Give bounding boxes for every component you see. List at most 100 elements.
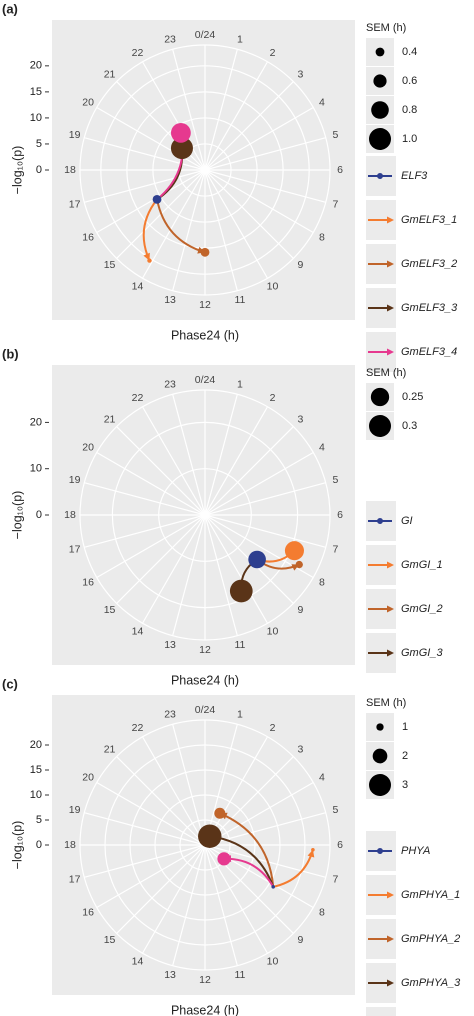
x-tick-label: 21	[104, 743, 116, 755]
data-point	[198, 824, 222, 848]
data-point	[147, 258, 152, 263]
legend-label: GmELF3_1	[401, 214, 457, 226]
x-tick-label: 13	[164, 969, 176, 981]
x-tick-label: 17	[69, 874, 81, 886]
x-tick-label: 3	[298, 68, 304, 80]
data-point	[214, 807, 226, 819]
size-legend-dot	[369, 128, 391, 150]
y-tick-label: 0	[36, 509, 42, 521]
x-tick-label: 18	[64, 164, 76, 176]
grid-spoke	[204, 844, 326, 878]
legend-arrow	[387, 304, 394, 312]
legend-label: GmGI_3	[401, 647, 443, 659]
size-legend-title: SEM (h)	[366, 697, 406, 709]
x-tick-label: 16	[82, 906, 94, 918]
legend-dot	[377, 173, 383, 179]
x-tick-label: 22	[132, 392, 144, 404]
legend-label: GmELF3_4	[401, 346, 457, 358]
y-tick-label: 5	[36, 138, 42, 150]
x-axis-title: Phase24 (h)	[171, 673, 239, 687]
legend-arrow	[387, 649, 394, 657]
x-tick-label: 1	[237, 378, 243, 390]
size-legend-label: 0.6	[402, 75, 417, 87]
grid-spoke	[96, 451, 206, 516]
grid-spoke	[204, 169, 314, 234]
grid-spoke	[204, 844, 238, 966]
data-point	[170, 137, 193, 160]
x-tick-label: 19	[69, 129, 81, 141]
grid-spoke	[116, 844, 206, 934]
legend-arrow	[387, 348, 394, 356]
size-legend-label: 0.4	[402, 46, 417, 58]
legend-label: ELF3	[401, 170, 428, 182]
grid-spoke	[84, 137, 206, 171]
x-tick-label: 9	[298, 604, 304, 616]
x-tick-label: 2	[270, 47, 276, 59]
size-legend-label: 2	[402, 750, 408, 762]
x-tick-label: 12	[199, 299, 211, 311]
x-tick-label: 20	[82, 771, 94, 783]
legend-label: GmPHYA_2	[401, 933, 460, 945]
grid-spoke	[96, 844, 206, 909]
size-legend-title: SEM (h)	[366, 367, 406, 379]
grid-spoke	[204, 169, 269, 279]
size-legend-label: 0.8	[402, 104, 417, 116]
y-tick-label: 10	[30, 463, 42, 475]
x-tick-label: 21	[104, 413, 116, 425]
size-legend-dot	[373, 74, 387, 88]
grid-spoke	[204, 137, 326, 171]
grid-spoke	[84, 482, 206, 516]
grid-spoke	[116, 426, 206, 516]
panel-label: (a)	[2, 1, 18, 16]
grid-spoke	[204, 81, 294, 171]
legend-key-bg	[366, 1007, 396, 1016]
grid-spoke	[96, 514, 206, 579]
x-tick-label: 7	[332, 874, 338, 886]
x-tick-label: 3	[298, 743, 304, 755]
x-tick-label: 11	[234, 639, 245, 651]
x-tick-label: 16	[82, 576, 94, 588]
grid-spoke	[141, 169, 206, 279]
size-legend-dot	[369, 774, 391, 796]
legend-label: GmGI_2	[401, 603, 443, 615]
x-tick-label: 18	[64, 839, 76, 851]
grid-spoke	[204, 844, 269, 954]
y-tick-label: 15	[30, 764, 42, 776]
size-legend-dot	[376, 723, 384, 731]
x-tick-label: 22	[132, 722, 144, 734]
y-tick-label: 10	[30, 789, 42, 801]
x-tick-label: 23	[164, 33, 176, 45]
x-tick-label: 14	[132, 281, 144, 293]
x-tick-label: 5	[332, 804, 338, 816]
size-legend-label: 3	[402, 779, 408, 791]
legend-arrow	[387, 891, 394, 899]
grid-spoke	[84, 812, 206, 846]
grid-spoke	[172, 844, 206, 966]
y-axis-title: −log₁₀(p)	[10, 146, 24, 195]
grid-spoke	[172, 49, 206, 171]
x-tick-label: 22	[132, 47, 144, 59]
y-tick-label: 5	[36, 814, 42, 826]
size-legend-dot	[369, 415, 391, 437]
x-tick-label: 19	[69, 804, 81, 816]
data-point	[284, 541, 304, 561]
grid-spoke	[204, 406, 269, 516]
x-tick-label: 13	[164, 294, 176, 306]
y-tick-label: 15	[30, 86, 42, 98]
grid-spoke	[84, 844, 206, 878]
x-tick-label: 7	[332, 199, 338, 211]
x-tick-label: 15	[104, 934, 116, 946]
legend-label: GmGI_1	[401, 559, 443, 571]
grid-spoke	[172, 169, 206, 291]
grid-spoke	[96, 106, 206, 171]
panel-label: (b)	[2, 346, 19, 361]
x-tick-label: 15	[104, 604, 116, 616]
legend-label: GmPHYA_1	[401, 889, 460, 901]
grid-spoke	[141, 736, 206, 846]
size-legend-dot	[370, 387, 390, 407]
size-legend-label: 1.0	[402, 133, 417, 145]
y-tick-label: 0	[36, 839, 42, 851]
x-tick-label: 4	[319, 771, 325, 783]
x-tick-label: 4	[319, 96, 325, 108]
